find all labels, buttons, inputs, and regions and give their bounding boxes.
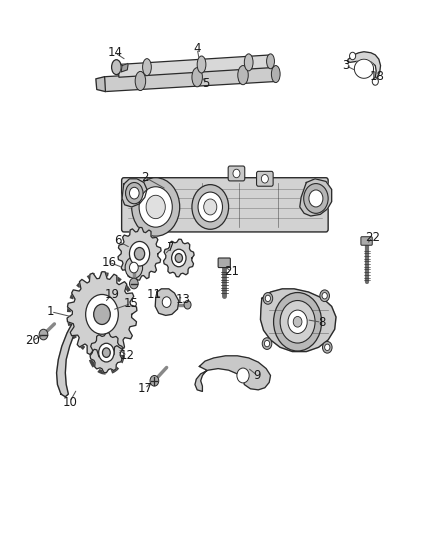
Text: 18: 18	[370, 70, 385, 83]
Circle shape	[134, 247, 145, 260]
Circle shape	[288, 310, 307, 334]
Circle shape	[39, 329, 48, 340]
Polygon shape	[354, 59, 374, 78]
Text: 8: 8	[318, 316, 325, 329]
Ellipse shape	[272, 66, 280, 83]
Circle shape	[265, 295, 271, 302]
Circle shape	[150, 375, 159, 386]
Circle shape	[320, 290, 329, 302]
Ellipse shape	[267, 54, 275, 69]
FancyBboxPatch shape	[257, 171, 273, 186]
FancyBboxPatch shape	[218, 258, 230, 268]
Circle shape	[261, 174, 268, 183]
Circle shape	[130, 262, 138, 273]
Polygon shape	[96, 77, 106, 92]
Text: 21: 21	[225, 265, 240, 278]
Circle shape	[146, 195, 165, 219]
Circle shape	[132, 177, 180, 236]
FancyBboxPatch shape	[361, 237, 372, 245]
Circle shape	[304, 183, 328, 213]
Circle shape	[262, 338, 272, 350]
Circle shape	[130, 241, 150, 266]
Text: 19: 19	[105, 288, 120, 301]
Circle shape	[162, 297, 171, 308]
Text: 9: 9	[254, 369, 261, 382]
Text: 4: 4	[194, 42, 201, 55]
Circle shape	[192, 184, 229, 229]
Circle shape	[86, 294, 118, 334]
Circle shape	[265, 341, 270, 347]
Polygon shape	[163, 239, 194, 277]
Polygon shape	[118, 228, 161, 280]
Text: 16: 16	[102, 256, 117, 269]
Polygon shape	[122, 179, 147, 207]
Text: 14: 14	[108, 46, 123, 59]
Text: 5: 5	[202, 77, 210, 90]
Circle shape	[92, 303, 112, 326]
Polygon shape	[121, 63, 128, 72]
Circle shape	[139, 187, 172, 227]
Text: 10: 10	[62, 395, 77, 409]
Circle shape	[175, 254, 183, 262]
Polygon shape	[104, 67, 276, 92]
Circle shape	[293, 317, 302, 327]
Ellipse shape	[135, 71, 146, 91]
Circle shape	[233, 169, 240, 177]
Text: 1: 1	[47, 305, 55, 318]
Circle shape	[125, 257, 143, 278]
Polygon shape	[67, 272, 137, 357]
Circle shape	[99, 343, 114, 362]
Text: 22: 22	[365, 231, 380, 244]
Circle shape	[372, 78, 378, 85]
Ellipse shape	[244, 54, 253, 71]
Polygon shape	[195, 356, 271, 391]
Circle shape	[184, 301, 191, 309]
FancyBboxPatch shape	[122, 177, 328, 232]
Circle shape	[204, 199, 217, 215]
Ellipse shape	[238, 66, 248, 85]
Circle shape	[309, 190, 323, 207]
Text: 17: 17	[137, 382, 152, 395]
Text: 11: 11	[147, 288, 162, 301]
Text: 13: 13	[176, 293, 191, 306]
Text: 3: 3	[342, 59, 349, 72]
Polygon shape	[261, 289, 336, 352]
Polygon shape	[300, 179, 332, 216]
Circle shape	[126, 182, 143, 204]
Circle shape	[322, 342, 332, 353]
Ellipse shape	[192, 68, 202, 87]
Circle shape	[102, 348, 110, 358]
Ellipse shape	[197, 56, 206, 73]
Polygon shape	[57, 312, 90, 397]
Circle shape	[280, 301, 315, 343]
Circle shape	[237, 368, 249, 383]
Circle shape	[325, 344, 330, 351]
FancyBboxPatch shape	[228, 166, 245, 181]
Circle shape	[263, 293, 273, 304]
Text: 12: 12	[120, 349, 135, 362]
Polygon shape	[90, 333, 123, 373]
Text: 20: 20	[25, 334, 39, 348]
Polygon shape	[155, 289, 179, 316]
Circle shape	[130, 278, 138, 289]
Circle shape	[350, 52, 356, 60]
Ellipse shape	[112, 60, 121, 75]
Circle shape	[172, 249, 186, 266]
Polygon shape	[118, 55, 271, 77]
Text: 6: 6	[114, 235, 121, 247]
Circle shape	[94, 304, 110, 325]
Text: 2: 2	[141, 171, 148, 184]
Text: 7: 7	[167, 241, 175, 254]
Circle shape	[322, 293, 327, 299]
Circle shape	[198, 192, 223, 222]
Text: 15: 15	[124, 297, 138, 310]
Circle shape	[130, 187, 139, 199]
Circle shape	[274, 293, 321, 351]
Polygon shape	[347, 52, 381, 85]
Ellipse shape	[143, 59, 151, 76]
